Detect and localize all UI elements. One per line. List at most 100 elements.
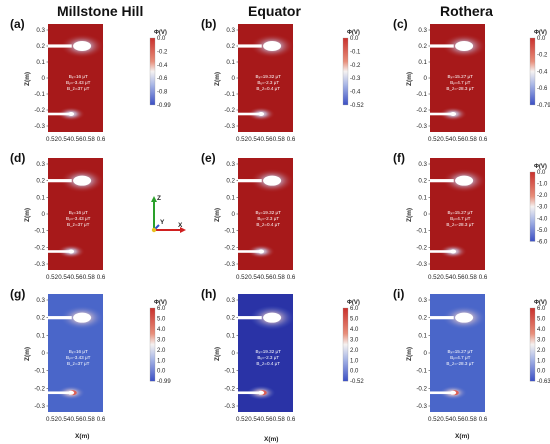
magnetic-field-annotation: Bᵧ=-2.3 μT: [257, 355, 279, 360]
x-tick-label: 0.58: [465, 416, 478, 423]
column-title-millstone: Millstone Hill: [57, 3, 143, 19]
panel-label: (b): [201, 17, 216, 31]
x-tick-label: 0.56: [70, 416, 83, 423]
probe-boom-upper: [429, 179, 454, 183]
magnetic-field-annotation: Bᵧ=4.7 μT: [450, 216, 471, 221]
magnetic-field-annotation: B_z=37 μT: [67, 86, 90, 91]
colorbar-tick-label: -0.6: [537, 86, 548, 92]
colorbar-tick-label: 0.0: [537, 36, 546, 42]
magnetic-field-annotation: B_z=0.4 μT: [256, 86, 280, 91]
colorbar-tick-label: -0.4: [157, 63, 168, 69]
x-tick-label: 0.54: [440, 416, 453, 423]
colorbar-gradient: [529, 307, 536, 382]
colorbar-title: Φ(V): [347, 30, 360, 36]
probe-tip-lower: [68, 112, 75, 116]
colorbar-tick-label: -0.4: [350, 90, 361, 96]
x-tick-label: 0.6: [97, 274, 106, 281]
panel-label: (e): [201, 151, 216, 165]
y-tick-label: -0.1: [224, 91, 235, 98]
probe-boom-upper: [47, 179, 72, 183]
x-tick-label: 0.56: [260, 274, 273, 281]
probe-boom-lower: [237, 112, 261, 116]
colorbar: Φ(V)0.0 -0.1 -0.2 -0.3 -0.4 -0.52: [342, 30, 364, 109]
x-tick-label: 0.56: [260, 416, 273, 423]
colorbar-title: Φ(V): [154, 30, 167, 36]
y-tick-label: -0.3: [34, 123, 45, 130]
colorbar-tick-label: -0.3: [350, 76, 361, 82]
y-tick-label: 0.3: [418, 297, 427, 304]
y-tick-label: 0.1: [418, 194, 427, 201]
colorbar-tick-label: 0.0: [537, 170, 546, 176]
probe-boom-lower: [237, 250, 261, 253]
magnetic-field-annotation: B_z=-28.3 μT: [446, 86, 474, 91]
colorbar: Φ(V)0.0 -1.0 -2.0 -3.0 -4.0 -5.0 -6.0: [529, 164, 548, 245]
colorbar-tick-label: -0.2: [157, 49, 168, 55]
magnetic-field-annotation: Bᵧ=-3.43 μT: [66, 80, 91, 85]
colorbar-tick-label: 0.0: [157, 36, 166, 42]
colorbar: Φ(V)6.0 5.0 4.0 3.0 2.0 1.0 0.0 -0.63: [529, 300, 550, 385]
colorbar-tick-label: 6.0: [157, 306, 166, 312]
x-tick-label: 0.52: [428, 416, 441, 423]
probe-tip-lower: [258, 390, 265, 395]
y-tick-label: -0.3: [224, 403, 235, 410]
y-tick-label: -0.1: [34, 91, 45, 98]
axes-triad: Z Y X: [151, 195, 186, 233]
probe-boom-lower: [47, 250, 71, 253]
magnetic-field-annotation: B_z=0.4 μT: [256, 361, 280, 366]
y-tick-label: -0.1: [224, 228, 235, 235]
x-tick-label: 0.6: [97, 136, 106, 143]
magnetic-field-annotation: Bᵧ=-3.43 μT: [66, 216, 91, 221]
colorbar-tick-label: -0.1: [350, 49, 361, 55]
probe-tip-lower: [258, 249, 265, 254]
colorbar-tick-label: 0.0: [350, 36, 359, 42]
colorbar-tick-label: -5.0: [537, 228, 548, 234]
colorbar-tick-label: -0.79: [537, 103, 550, 109]
colorbar-tick-label: -6.0: [537, 239, 548, 245]
colorbar-tick-label: -3.0: [537, 205, 548, 211]
y-tick-label: 0: [424, 75, 428, 82]
panel-label: (g): [10, 287, 25, 301]
column-title-rothera: Rothera: [440, 3, 493, 19]
y-axis-label: Z(m): [214, 347, 221, 361]
y-tick-label: 0.2: [418, 315, 427, 322]
probe-body-upper: [455, 312, 474, 323]
x-tick-label: 0.54: [58, 416, 71, 423]
x-tick-label: 0.52: [236, 136, 249, 143]
y-axis-label: Z(m): [24, 208, 31, 222]
x-tick-label: 0.58: [83, 136, 96, 143]
y-tick-label: -0.3: [416, 123, 427, 130]
y-tick-label: 0: [232, 211, 236, 218]
x-tick-label: 0.6: [97, 416, 106, 423]
probe-body-upper: [263, 41, 282, 51]
colorbar-tick-label: 1.0: [157, 358, 166, 364]
y-axis-label: Z(m): [24, 72, 31, 86]
y-tick-label: 0: [232, 75, 236, 82]
y-tick-label: 0: [424, 211, 428, 218]
triad-label-x: X: [178, 222, 183, 229]
y-tick-label: 0.3: [418, 27, 427, 34]
y-tick-label: -0.1: [34, 228, 45, 235]
y-tick-label: 0: [424, 350, 428, 357]
probe-body-upper: [263, 312, 282, 323]
y-tick-label: -0.2: [34, 244, 45, 251]
colorbar-tick-label: 3.0: [157, 337, 166, 343]
x-tick-label: 0.58: [83, 274, 96, 281]
y-tick-label: -0.2: [224, 385, 235, 392]
x-tick-label: 0.52: [46, 274, 59, 281]
magnetic-field-annotation: Bᵧ=-2.3 μT: [257, 216, 279, 221]
probe-boom-upper: [47, 44, 72, 48]
y-axis-label: Z(m): [406, 208, 413, 222]
colorbar-tick-label: 3.0: [350, 337, 359, 343]
y-axis-label: Z(m): [214, 72, 221, 86]
colorbar-tick-label: 0.0: [350, 369, 359, 375]
triad-z-arrowhead: [151, 196, 157, 202]
probe-body-upper: [263, 175, 282, 186]
colorbar-title: Φ(V): [154, 300, 167, 306]
y-tick-label: 0.1: [226, 332, 235, 339]
colorbar-tick-label: 3.0: [537, 337, 546, 343]
